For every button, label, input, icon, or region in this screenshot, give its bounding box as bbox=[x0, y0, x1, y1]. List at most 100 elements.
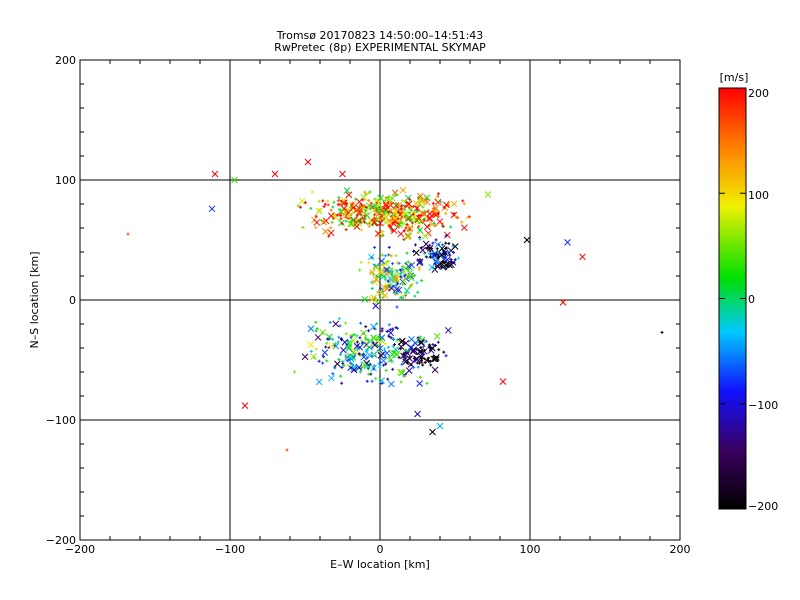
data-point-plus bbox=[451, 244, 455, 248]
data-point-x bbox=[208, 205, 216, 213]
data-point-x bbox=[231, 176, 238, 184]
data-point-x bbox=[431, 366, 439, 374]
data-point-plus bbox=[396, 221, 400, 225]
data-point-plus bbox=[358, 336, 362, 340]
data-point-x bbox=[374, 214, 382, 222]
data-point-x bbox=[484, 191, 492, 198]
data-point-plus bbox=[407, 211, 411, 215]
data-point-plus bbox=[426, 358, 430, 362]
data-point-plus bbox=[344, 215, 348, 219]
data-point-x bbox=[376, 344, 384, 352]
data-point-plus bbox=[375, 203, 379, 207]
data-point-x bbox=[361, 296, 369, 303]
data-point-plus bbox=[336, 340, 340, 344]
data-point-plus bbox=[372, 213, 376, 217]
data-point-plus bbox=[389, 283, 393, 287]
data-point-x bbox=[451, 243, 459, 250]
data-point-plus bbox=[417, 225, 421, 229]
data-point-x bbox=[405, 262, 412, 270]
data-point-plus bbox=[402, 369, 406, 373]
data-point-plus bbox=[387, 323, 391, 327]
data-point-plus bbox=[388, 225, 392, 229]
data-point-plus bbox=[355, 214, 359, 218]
data-point-plus bbox=[410, 226, 414, 230]
data-point-plus bbox=[368, 190, 372, 194]
data-point-x bbox=[388, 380, 395, 388]
data-point-x bbox=[375, 205, 383, 213]
data-point-plus bbox=[449, 260, 453, 264]
data-point-x bbox=[432, 211, 440, 219]
data-point-x bbox=[341, 338, 349, 346]
data-point-plus bbox=[381, 233, 385, 237]
data-point-plus bbox=[388, 328, 392, 332]
y-tick-label: 0 bbox=[69, 294, 76, 307]
data-point-plus bbox=[321, 331, 325, 335]
data-point-plus bbox=[444, 246, 448, 250]
data-point-plus bbox=[395, 261, 399, 265]
data-point-plus bbox=[389, 272, 393, 276]
data-point-x bbox=[408, 336, 415, 343]
x-tick-label: 100 bbox=[520, 543, 541, 556]
data-point-plus bbox=[383, 199, 387, 203]
data-point-x bbox=[349, 337, 357, 345]
data-point-plus bbox=[303, 201, 307, 205]
data-point-x bbox=[439, 260, 446, 268]
data-point-plus bbox=[426, 246, 430, 250]
data-point-plus bbox=[337, 196, 341, 200]
data-point-plus bbox=[384, 368, 388, 372]
data-point-plus bbox=[429, 255, 433, 259]
data-point-x bbox=[432, 204, 440, 212]
data-point-plus bbox=[393, 208, 397, 212]
data-point-plus bbox=[436, 340, 440, 344]
data-point-plus bbox=[386, 253, 390, 257]
data-point-plus bbox=[339, 217, 343, 221]
data-point-plus bbox=[342, 363, 346, 367]
data-point-plus bbox=[410, 282, 414, 286]
colorbar-tick-label: 0 bbox=[748, 293, 755, 306]
data-point-plus bbox=[418, 237, 422, 241]
data-point-plus bbox=[389, 208, 393, 212]
data-point-x bbox=[378, 377, 386, 384]
data-point-plus bbox=[462, 202, 466, 206]
data-point-plus bbox=[420, 219, 424, 223]
data-point-plus bbox=[427, 345, 431, 349]
data-point-plus bbox=[357, 352, 361, 356]
data-point-plus bbox=[339, 338, 343, 342]
data-point-plus bbox=[350, 212, 354, 216]
data-point-plus bbox=[407, 229, 411, 233]
data-point-x bbox=[315, 378, 323, 386]
x-tick-label: −200 bbox=[65, 543, 95, 556]
data-point-x bbox=[390, 227, 398, 235]
data-point-x bbox=[370, 294, 378, 301]
data-point-plus bbox=[318, 209, 322, 213]
data-point-x bbox=[383, 266, 391, 274]
data-point-plus bbox=[349, 361, 353, 365]
data-point-plus bbox=[395, 192, 399, 196]
data-point-plus bbox=[349, 206, 353, 210]
data-point-plus bbox=[317, 199, 321, 203]
data-point-x bbox=[396, 368, 404, 376]
data-point-x bbox=[405, 367, 413, 374]
data-point-plus bbox=[323, 202, 327, 206]
data-point-plus bbox=[436, 212, 440, 216]
data-point-plus bbox=[404, 374, 408, 378]
data-point-plus bbox=[367, 224, 371, 228]
data-point-plus bbox=[339, 352, 343, 356]
data-point-plus bbox=[380, 381, 384, 385]
data-point-x bbox=[327, 229, 335, 237]
data-point-plus bbox=[413, 294, 417, 298]
data-point-plus bbox=[444, 234, 448, 238]
data-point-x bbox=[402, 358, 409, 366]
data-point-plus bbox=[412, 350, 416, 354]
data-point-plus bbox=[324, 345, 328, 349]
data-point-plus bbox=[408, 261, 412, 265]
data-point-plus bbox=[395, 305, 399, 309]
data-point-plus bbox=[394, 284, 398, 288]
data-point-x bbox=[363, 212, 371, 219]
data-point-plus bbox=[365, 379, 369, 383]
data-point-plus bbox=[415, 281, 419, 285]
data-point-plus bbox=[376, 290, 380, 294]
data-point-plus bbox=[383, 347, 387, 351]
data-point-plus bbox=[405, 251, 409, 255]
data-point-x bbox=[307, 341, 314, 349]
